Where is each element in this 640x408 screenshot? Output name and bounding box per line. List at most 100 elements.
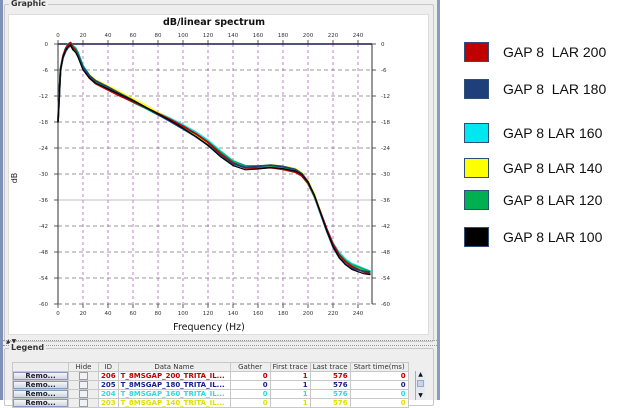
svg-text:-24: -24 bbox=[381, 146, 390, 152]
svg-text:220: 220 bbox=[328, 311, 339, 317]
svg-text:-12: -12 bbox=[381, 94, 390, 100]
window-right-border bbox=[437, 0, 440, 400]
table-row[interactable]: Remo... 205 T_8MSGAP_180_TRITA_IL... 0 1… bbox=[12, 380, 409, 390]
application-window: Graphic dB/linear spectrum 0 0 20 20 40 40 60 6… bbox=[0, 0, 440, 408]
svg-text:120: 120 bbox=[203, 33, 214, 39]
svg-text:-60: -60 bbox=[39, 302, 48, 308]
hide-checkbox[interactable] bbox=[79, 372, 88, 380]
svg-text:160: 160 bbox=[253, 311, 264, 317]
x-axis-label: Frequency (Hz) bbox=[173, 322, 245, 333]
svg-text:-60: -60 bbox=[381, 302, 390, 308]
graphic-panel bbox=[4, 4, 434, 342]
row-first-trace: 1 bbox=[269, 380, 311, 390]
column-header-gather[interactable]: Gather bbox=[229, 362, 271, 372]
chart-axes: 0 0 20 20 40 40 60 60 80 80 100 100 120 120 140 140 160 1… bbox=[39, 33, 390, 317]
graphic-panel-title: Graphic bbox=[9, 0, 48, 8]
table-row[interactable]: Remo... 206 T_8MSGAP_200_TRITA_IL... 0 1… bbox=[12, 371, 409, 381]
chart-canvas: dB/linear spectrum 0 0 20 20 40 40 60 60 80 80 100… bbox=[8, 14, 429, 335]
svg-text:240: 240 bbox=[353, 33, 364, 39]
svg-text:-12: -12 bbox=[39, 94, 48, 100]
svg-text:-42: -42 bbox=[39, 224, 48, 230]
svg-text:160: 160 bbox=[253, 33, 264, 39]
svg-text:-30: -30 bbox=[381, 172, 390, 178]
svg-text:240: 240 bbox=[353, 311, 364, 317]
row-gather: 0 bbox=[229, 380, 271, 390]
remove-button[interactable]: Remo... bbox=[13, 372, 68, 380]
hide-checkbox[interactable] bbox=[79, 381, 88, 389]
table-row[interactable]: Remo... 204 T_8MSGAP_160_TRITA_IL... 0 1… bbox=[12, 389, 409, 399]
chart-series bbox=[57, 41, 371, 276]
svg-text:60: 60 bbox=[130, 311, 137, 317]
remove-button[interactable]: Remo... bbox=[13, 381, 68, 389]
legend-label: GAP 8 LAR 140 bbox=[503, 160, 603, 176]
scroll-down-arrow-icon[interactable]: ▼ bbox=[416, 392, 425, 400]
svg-text:140: 140 bbox=[228, 311, 239, 317]
svg-text:-54: -54 bbox=[381, 276, 390, 282]
svg-text:-48: -48 bbox=[381, 250, 390, 256]
column-header-last-trace[interactable]: Last trace bbox=[309, 362, 351, 372]
svg-text:40: 40 bbox=[105, 33, 112, 39]
svg-text:-18: -18 bbox=[39, 120, 48, 126]
row-gather: 0 bbox=[229, 371, 271, 381]
column-header-hide[interactable]: Hide bbox=[68, 362, 99, 372]
remove-button[interactable]: Remo... bbox=[13, 390, 68, 398]
legend-swatch bbox=[464, 79, 489, 99]
splitter-collapse-arrows[interactable]: ▲▼ bbox=[6, 338, 18, 345]
chart-title: dB/linear spectrum bbox=[163, 17, 265, 28]
legend-panel-title: Legend bbox=[9, 343, 47, 352]
remove-button[interactable]: Remo... bbox=[13, 399, 68, 407]
row-id: 204 bbox=[98, 389, 119, 399]
hide-checkbox[interactable] bbox=[79, 399, 88, 407]
svg-text:0: 0 bbox=[56, 311, 60, 317]
column-header-start-time[interactable]: Start time(ms) bbox=[349, 362, 409, 372]
column-header-action bbox=[12, 362, 69, 372]
legend-label: GAP 8 LAR 200 bbox=[503, 44, 607, 60]
legend-label: GAP 8 LAR 120 bbox=[503, 192, 603, 208]
svg-text:-42: -42 bbox=[381, 224, 390, 230]
svg-text:20: 20 bbox=[80, 311, 87, 317]
legend-table-scrollbar[interactable]: ▲ ▼ bbox=[415, 371, 425, 400]
y-axis-label: dB bbox=[10, 173, 19, 184]
row-id: 206 bbox=[98, 371, 119, 381]
svg-text:120: 120 bbox=[203, 311, 214, 317]
svg-text:-6: -6 bbox=[381, 68, 387, 74]
column-header-first-trace[interactable]: First trace bbox=[269, 362, 311, 372]
svg-text:-36: -36 bbox=[381, 198, 390, 204]
svg-text:0: 0 bbox=[45, 42, 49, 48]
scroll-thumb[interactable] bbox=[417, 380, 424, 387]
svg-text:-48: -48 bbox=[39, 250, 48, 256]
svg-text:140: 140 bbox=[228, 33, 239, 39]
legend-label: GAP 8 LAR 160 bbox=[503, 125, 603, 141]
svg-text:-24: -24 bbox=[39, 146, 48, 152]
legend-label: GAP 8 LAR 100 bbox=[503, 229, 603, 245]
row-last-trace: 576 bbox=[309, 389, 351, 399]
chart-grid bbox=[58, 44, 372, 305]
row-id: 205 bbox=[98, 380, 119, 390]
hide-checkbox[interactable] bbox=[79, 390, 88, 398]
panel-splitter[interactable] bbox=[3, 340, 437, 346]
svg-text:-54: -54 bbox=[39, 276, 48, 282]
legend-swatch bbox=[464, 42, 489, 62]
legend-swatch bbox=[464, 158, 489, 178]
svg-text:60: 60 bbox=[130, 33, 137, 39]
legend-swatch bbox=[464, 227, 489, 247]
svg-text:180: 180 bbox=[278, 311, 289, 317]
svg-text:-18: -18 bbox=[381, 120, 390, 126]
row-start-time: 0 bbox=[349, 371, 409, 381]
svg-text:100: 100 bbox=[178, 311, 189, 317]
column-header-data-name[interactable]: Data Name bbox=[117, 362, 231, 372]
window-left-border bbox=[0, 0, 3, 400]
svg-text:0: 0 bbox=[381, 42, 385, 48]
row-data-name: T_8MSGAP_200_TRITA_IL... bbox=[117, 371, 231, 381]
legend-table: Hide ID Data Name Gather First trace Las… bbox=[12, 362, 409, 408]
svg-text:180: 180 bbox=[278, 33, 289, 39]
column-header-id[interactable]: ID bbox=[98, 362, 119, 372]
scroll-up-arrow-icon[interactable]: ▲ bbox=[416, 371, 425, 379]
legend-swatch bbox=[464, 123, 489, 143]
legend-label: GAP 8 LAR 180 bbox=[503, 81, 607, 97]
svg-text:100: 100 bbox=[178, 33, 189, 39]
row-last-trace: 576 bbox=[309, 380, 351, 390]
svg-text:80: 80 bbox=[155, 33, 162, 39]
external-color-legend: GAP 8 LAR 200 GAP 8 LAR 180 GAP 8 LAR 16… bbox=[464, 0, 640, 400]
svg-text:-30: -30 bbox=[39, 172, 48, 178]
